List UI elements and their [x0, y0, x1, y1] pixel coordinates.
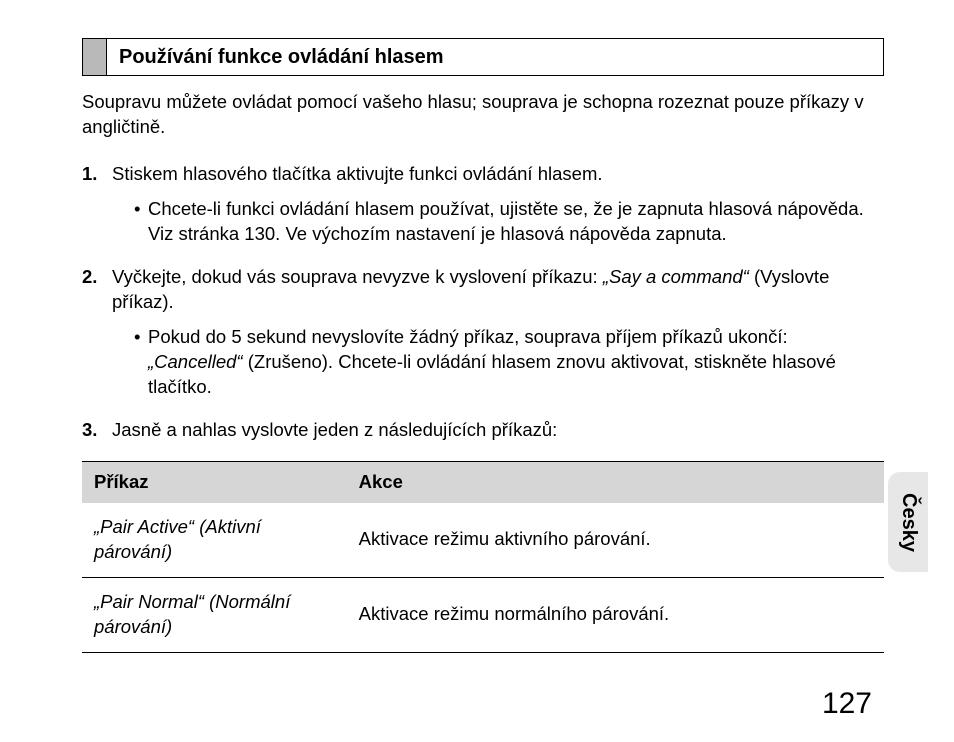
- step-2-sub-1-pre: Pokud do 5 sekund nevyslovíte žádný přík…: [148, 326, 788, 347]
- language-label: Česky: [895, 493, 922, 552]
- step-3: Jasně a nahlas vyslovte jeden z následuj…: [82, 418, 884, 443]
- cell-action: Aktivace režimu normálního párování.: [347, 577, 884, 652]
- language-side-tab: Česky: [888, 472, 928, 572]
- table-row: „Pair Normal“ (Normální párování) Aktiva…: [82, 577, 884, 652]
- header-accent-block: [83, 39, 107, 75]
- cell-action: Aktivace režimu aktivního párování.: [347, 503, 884, 577]
- cell-command: „Pair Active“ (Aktivní párování): [82, 503, 347, 577]
- page-number: 127: [822, 684, 872, 725]
- step-3-text: Jasně a nahlas vyslovte jeden z následuj…: [112, 419, 557, 440]
- step-2-sub-1-post: (Zrušeno). Chcete-li ovládání hlasem zno…: [148, 351, 836, 397]
- step-1: Stiskem hlasového tlačítka aktivujte fun…: [82, 162, 884, 247]
- table-header-row: Příkaz Akce: [82, 461, 884, 502]
- step-2-sub-1: Pokud do 5 sekund nevyslovíte žádný přík…: [134, 325, 884, 400]
- step-2: Vyčkejte, dokud vás souprava nevyzve k v…: [82, 265, 884, 400]
- step-1-sublist: Chcete-li funkci ovládání hlasem používa…: [112, 197, 884, 247]
- header-action: Akce: [347, 461, 884, 502]
- section-title: Používání funkce ovládání hlasem: [107, 39, 456, 75]
- step-2-pre: Vyčkejte, dokud vás souprava nevyzve k v…: [112, 266, 603, 287]
- step-1-sub-1: Chcete-li funkci ovládání hlasem používa…: [134, 197, 884, 247]
- steps-list: Stiskem hlasového tlačítka aktivujte fun…: [82, 162, 884, 443]
- step-2-quote: „Say a command“: [603, 266, 749, 287]
- command-table: Příkaz Akce „Pair Active“ (Aktivní párov…: [82, 461, 884, 653]
- step-2-sub-1-quote: „Cancelled“: [148, 351, 243, 372]
- table-row: „Pair Active“ (Aktivní párování) Aktivac…: [82, 503, 884, 577]
- step-1-text: Stiskem hlasového tlačítka aktivujte fun…: [112, 163, 603, 184]
- step-2-sublist: Pokud do 5 sekund nevyslovíte žádný přík…: [112, 325, 884, 400]
- cell-command: „Pair Normal“ (Normální párování): [82, 577, 347, 652]
- header-command: Příkaz: [82, 461, 347, 502]
- section-header: Používání funkce ovládání hlasem: [82, 38, 884, 76]
- intro-paragraph: Soupravu můžete ovládat pomocí vašeho hl…: [82, 90, 884, 140]
